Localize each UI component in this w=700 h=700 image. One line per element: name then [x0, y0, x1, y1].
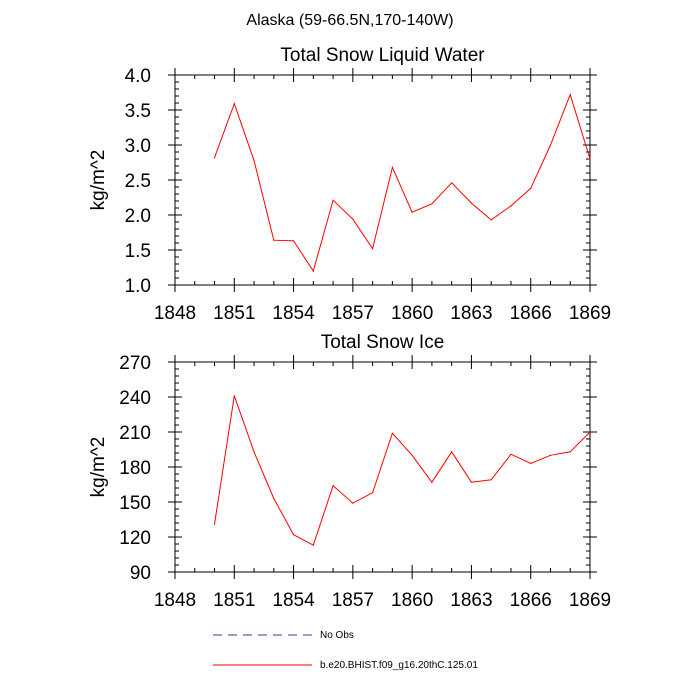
y-tick-label: 120	[119, 528, 151, 549]
y-tick-label: 1.0	[125, 276, 151, 297]
data-point	[312, 270, 314, 272]
y-tick-label: 3.0	[125, 136, 151, 157]
data-point	[273, 497, 275, 500]
data-point	[352, 502, 354, 504]
x-tick-label: 1860	[391, 590, 433, 611]
data-point	[253, 451, 255, 453]
data-point	[332, 199, 334, 201]
y-tick-label: 1.5	[125, 241, 151, 262]
y-tick-label: 2.5	[125, 171, 151, 192]
data-point	[312, 544, 314, 546]
data-point	[352, 218, 354, 220]
legend-model-label: b.e20.BHIST.f09_g16.20thC.125.01	[320, 660, 478, 671]
figure-title: Alaska (59-66.5N,170-140W)	[246, 12, 454, 29]
panel-snow-liquid-water: Total Snow Liquid Water 1848 1851 1854 1857 1…	[88, 45, 611, 324]
data-point	[372, 248, 374, 250]
data-point	[332, 485, 334, 487]
series-line-snow-ice	[214, 395, 591, 546]
y-tick-label: 90	[130, 563, 151, 584]
data-point	[273, 239, 275, 241]
data-point	[510, 205, 512, 207]
legend-no-obs-label: No Obs	[320, 630, 354, 641]
data-point	[470, 481, 473, 483]
data-point	[233, 395, 235, 397]
data-point	[470, 202, 473, 204]
x-tick-label: 1866	[510, 590, 552, 611]
data-point	[569, 451, 571, 453]
x-tick-label: 1848	[154, 590, 196, 611]
data-point	[451, 182, 453, 184]
data-point	[411, 454, 413, 456]
x-tick-label: 1869	[569, 590, 611, 611]
x-tick-label: 1851	[213, 590, 255, 611]
y-axis-label: kg/m^2	[88, 150, 109, 211]
data-point	[549, 454, 552, 456]
x-tick-label: 1860	[391, 303, 433, 324]
data-point	[292, 534, 295, 536]
y-axis-label: kg/m^2	[88, 437, 109, 498]
x-tick-label: 1854	[272, 303, 315, 324]
x-tick-label: 1863	[450, 303, 492, 324]
data-point	[490, 219, 492, 221]
data-point	[510, 453, 512, 455]
y-tick-label: 180	[119, 458, 151, 479]
series-line-liquid-water	[214, 93, 591, 273]
y-tick-label: 270	[119, 353, 151, 374]
data-point	[431, 481, 433, 483]
data-point	[549, 144, 552, 146]
data-point	[292, 240, 295, 242]
data-point	[391, 432, 393, 434]
y-tick-label: 3.5	[125, 101, 151, 122]
data-point	[431, 203, 433, 205]
x-tick-label: 1851	[213, 303, 255, 324]
legend: No Obs b.e20.BHIST.f09_g16.20thC.125.01	[213, 630, 478, 671]
x-tick-label: 1854	[272, 590, 315, 611]
data-point	[213, 523, 216, 525]
y-tick-label: 240	[119, 388, 151, 409]
data-point	[411, 211, 413, 213]
x-tick-label: 1848	[154, 303, 196, 324]
data-point	[213, 157, 216, 159]
data-point	[569, 94, 571, 96]
x-tick-label: 1857	[332, 303, 374, 324]
panel-title-snow-ice: Total Snow Ice	[321, 332, 445, 353]
data-point	[391, 166, 393, 168]
panel-title-liquid-water: Total Snow Liquid Water	[280, 45, 485, 66]
y-tick-label: 210	[119, 423, 151, 444]
x-tick-label: 1866	[510, 303, 552, 324]
data-point	[372, 492, 374, 494]
y-tick-label: 4.0	[125, 66, 151, 87]
plot-frame	[174, 74, 591, 286]
x-tick-label: 1869	[569, 303, 611, 324]
data-point	[589, 158, 591, 160]
data-point	[530, 462, 532, 465]
panel-snow-ice: Total Snow Ice 1848 1851 1854 1857 1860 1863 18…	[88, 332, 611, 611]
data-point	[530, 187, 532, 189]
plot-frame	[174, 361, 591, 573]
data-point	[589, 431, 591, 433]
y-tick-label: 2.0	[125, 206, 151, 227]
x-tick-label: 1863	[450, 590, 492, 611]
data-point	[233, 103, 235, 105]
data-point	[451, 451, 453, 453]
x-tick-label: 1857	[332, 590, 374, 611]
data-point	[253, 159, 255, 161]
data-point	[490, 479, 492, 481]
y-tick-label: 150	[119, 493, 151, 514]
